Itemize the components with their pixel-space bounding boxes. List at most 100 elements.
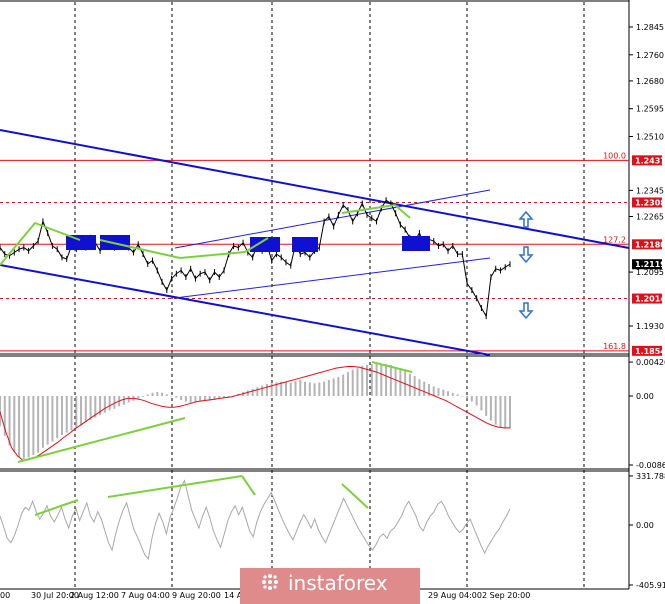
macd-bar: [65, 396, 68, 433]
macd-bar: [151, 392, 154, 396]
macd-bar: [332, 378, 335, 396]
macd-bar: [189, 396, 192, 404]
descending-channel-lower: [0, 264, 491, 356]
macd-bar: [75, 396, 78, 428]
level-value-tag: [632, 293, 662, 304]
macd-bar: [146, 394, 149, 396]
macd-bar: [475, 396, 478, 406]
macd-bar: [122, 396, 125, 405]
macd-bar: [394, 367, 397, 396]
macd-bar: [461, 396, 464, 397]
macd-bar: [280, 381, 283, 396]
macd-bar: [432, 386, 435, 396]
divergence-osc-4: [341, 483, 369, 509]
tag-box-4: [292, 237, 318, 252]
macd-bar: [22, 396, 25, 459]
macd-bar: [427, 384, 430, 396]
macd-bar: [89, 396, 92, 420]
macd-bar: [184, 396, 187, 402]
watermark: instaforex: [240, 568, 420, 604]
channel-lines: [0, 129, 630, 356]
macd-bar: [423, 381, 426, 396]
macd-bar: [203, 396, 206, 400]
price-tick-label: 1.2095: [636, 268, 664, 277]
down-arrow-icon: [518, 302, 534, 320]
last-price-tag: [632, 259, 662, 270]
divergence-osc-1: [34, 499, 79, 516]
macd-bar: [261, 385, 264, 396]
macd-bar: [356, 368, 359, 396]
macd-bar: [456, 394, 459, 396]
price-tick-label: 1.1930: [636, 322, 664, 331]
macd-bar: [294, 380, 297, 396]
macd-bar: [99, 396, 102, 416]
oscillator-tick-label: 331.7881: [636, 472, 665, 481]
oscillator-tick-label: -405.918: [636, 581, 665, 590]
macd-bar: [265, 384, 268, 396]
divergence-macd-2: [371, 361, 413, 373]
tag-box-3: [250, 237, 280, 252]
macd-bar: [337, 376, 340, 396]
price-tick-label: 1.2760: [636, 51, 664, 60]
time-tick-label: 9 Aug 20:00: [172, 591, 221, 600]
macd-bar: [413, 376, 416, 396]
macd-bar: [504, 396, 507, 429]
divergence-macd-1: [17, 417, 186, 463]
macd-bar: [346, 372, 349, 396]
time-axis-ticks: 00 30 Jul 20:002 Aug 12:00 7 Aug 04:00 9 Au…: [0, 591, 530, 600]
macd-bar: [127, 396, 130, 403]
macd-bar: [289, 382, 292, 396]
macd-tick-label: -0.00866: [636, 461, 665, 470]
macd-bar: [218, 396, 221, 399]
macd-bar: [375, 363, 378, 396]
macd-tick-label: 0.00: [636, 392, 654, 401]
macd-bar: [37, 396, 40, 453]
macd-bar: [18, 396, 21, 458]
divergence-osc-2: [107, 475, 243, 498]
macd-bar: [80, 396, 83, 426]
price-tick-label: 1.2510: [636, 132, 664, 141]
time-tick-label: 7 Aug 04:00: [121, 591, 170, 600]
macd-bar: [108, 396, 111, 411]
macd-bar: [275, 382, 278, 396]
macd-bar: [56, 396, 59, 439]
macd-bar: [94, 396, 97, 418]
macd-bar: [246, 390, 249, 396]
macd-bar: [313, 383, 316, 396]
macd-bar: [489, 396, 492, 421]
level-value: 1.2437: [635, 156, 665, 165]
macd-bar: [60, 396, 63, 436]
macd-bar: [8, 396, 11, 446]
price-tick-label: 1.2845: [636, 23, 664, 32]
macd-bar: [466, 396, 469, 399]
resistance-tags: [66, 235, 430, 252]
macd-bar: [451, 392, 454, 396]
macd-bar: [137, 396, 140, 399]
oscillator-tick-label: 0.00: [636, 521, 654, 530]
price-tick-label: 1.2265: [636, 213, 664, 222]
macd-bar: [370, 364, 373, 396]
price-tick-label: 1.2345: [636, 186, 664, 195]
descending-channel-upper: [0, 129, 630, 249]
divergence-price-4: [341, 203, 411, 219]
down-arrow-icon: [518, 246, 534, 264]
level-label: 161.8: [603, 342, 626, 351]
tag-box-1: [66, 235, 96, 250]
macd-bar: [227, 396, 230, 397]
watermark-text: instaforex: [288, 571, 388, 595]
time-tick-label: 2 Sep 20:00: [482, 591, 530, 600]
macd-bar: [408, 373, 411, 396]
macd-bar: [442, 389, 445, 396]
macd-bar: [170, 396, 173, 397]
vertical-grid: [74, 2, 585, 588]
price-axis-ticks: 1.2845 1.2760 1.2680 1.2595 1.2510 1.2345 1.22…: [629, 23, 664, 331]
fibonacci-levels: 100.0 1.2437 1.2308 127.2 1.2180 1.2014 161.8 1…: [0, 151, 665, 356]
macd-bar: [13, 396, 16, 453]
macd-bar: [175, 396, 178, 398]
macd-bar: [380, 364, 383, 396]
time-tick-label: 30 Jul 20:00: [31, 591, 79, 600]
macd-bar: [141, 396, 144, 397]
price-tick-label: 1.2595: [636, 105, 664, 114]
